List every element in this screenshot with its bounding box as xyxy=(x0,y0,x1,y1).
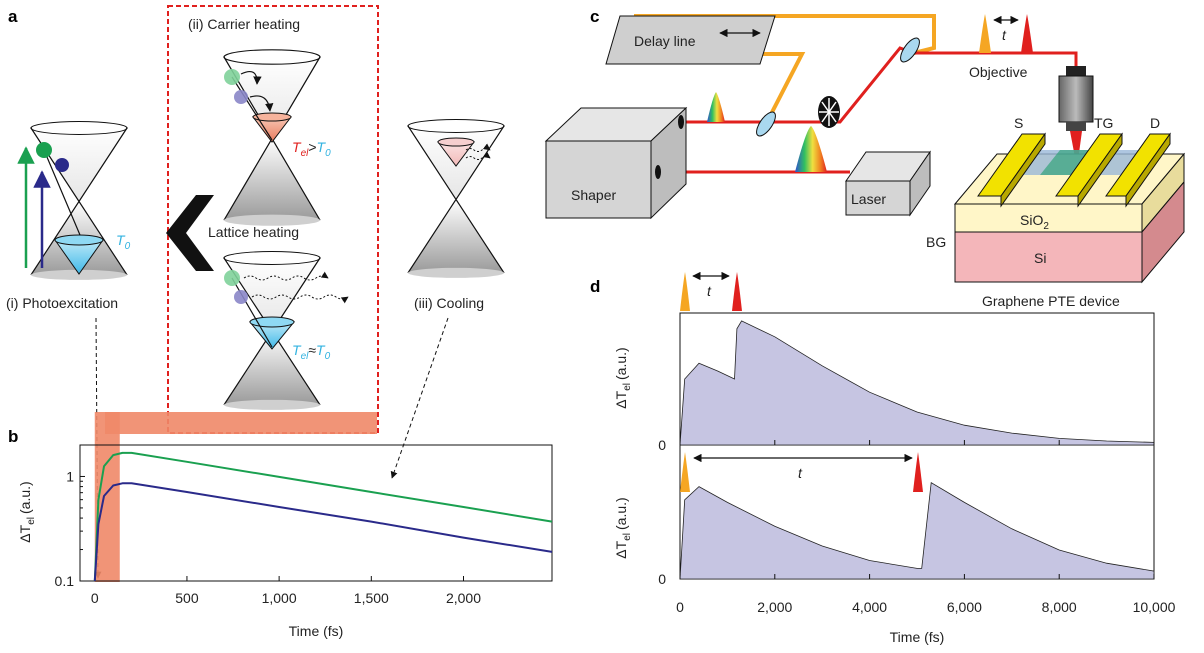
Tel-gt-T0-label: Tel>T0 xyxy=(292,139,331,159)
chevron-left-icon xyxy=(166,195,214,271)
d-top-ytick-zero: 0 xyxy=(658,437,666,453)
b-xtick-label: 1,500 xyxy=(354,590,389,606)
chopper-wheel-icon xyxy=(818,96,840,128)
laser-label: Laser xyxy=(851,191,886,207)
carrier-heating-box xyxy=(167,5,379,434)
panel-c-letter: c xyxy=(590,7,599,26)
shaper-label: Shaper xyxy=(571,187,616,203)
shaped-pulse-icon xyxy=(707,92,725,122)
beam-splitter xyxy=(756,111,776,137)
d-top-area xyxy=(679,320,1155,446)
objective-label: Objective xyxy=(969,64,1028,80)
photoexcitation-label: (i) Photoexcitation xyxy=(6,295,118,311)
panel-d-letter: d xyxy=(590,277,600,296)
drain-label: D xyxy=(1150,115,1160,131)
d-xtick-label: 6,000 xyxy=(947,599,982,615)
graphene-device xyxy=(953,132,1186,284)
blue-carrier-dot xyxy=(55,158,69,172)
d-xtick-label: 8,000 xyxy=(1042,599,1077,615)
panel-d-bottom-ylabel: ΔTel(a.u.) xyxy=(613,497,633,558)
panel-b-plot-frame xyxy=(79,444,553,582)
d-top-orange-pulse-icon xyxy=(680,272,690,311)
delay-t-label: t xyxy=(1002,27,1007,43)
panel-b-letter: b xyxy=(8,427,18,446)
laser-box xyxy=(845,150,931,217)
source-label: S xyxy=(1014,115,1023,131)
panel-a-letter: a xyxy=(8,7,18,26)
panel-b-series xyxy=(93,451,553,582)
panel-d-top-ylabel: ΔTel(a.u.) xyxy=(613,347,633,408)
b-xtick-label: 2,000 xyxy=(446,590,481,606)
red-pulse-icon xyxy=(1021,14,1033,53)
panel-b-ylabel: ΔTel(a.u.) xyxy=(17,481,37,542)
lattice-heating-label: Lattice heating xyxy=(208,224,299,240)
heating-band-horizontal xyxy=(105,412,377,434)
green-carrier-dot xyxy=(36,142,52,158)
combiner-mirror xyxy=(900,37,920,63)
d-top-t-label: t xyxy=(707,283,712,299)
sio2-label: SiO2 xyxy=(1020,212,1049,232)
d-bottom-red-pulse-icon xyxy=(913,452,923,492)
b-xtick-label: 1,000 xyxy=(262,590,297,606)
carrier-heating-label: (ii) Carrier heating xyxy=(188,16,300,32)
b-ytick-label: 1 xyxy=(66,468,74,484)
d-xtick-label: 4,000 xyxy=(852,599,887,615)
d-bottom-area xyxy=(679,481,1155,580)
b-series-green-line xyxy=(93,451,553,582)
delay-line-label: Delay line xyxy=(634,33,696,49)
d-xtick-label: 10,000 xyxy=(1133,599,1176,615)
back-gate-label: BG xyxy=(926,234,946,250)
panel-b-axes: 0 500 1,000 1,500 2,000 0.1 1 xyxy=(55,444,481,606)
T0-label: T0 xyxy=(116,232,131,252)
panel-d-areas xyxy=(679,320,1155,580)
b-xtick-label: 500 xyxy=(175,590,199,606)
d-top-red-pulse-icon xyxy=(732,272,742,311)
orange-pulse-icon xyxy=(979,14,991,53)
cooling-pointer-arrow xyxy=(390,317,449,479)
d-bottom-orange-pulse-icon xyxy=(680,452,690,492)
Tel-approx-T0-label: Tel≈T0 xyxy=(292,342,331,362)
panel-b-xlabel: Time (fs) xyxy=(289,623,344,639)
d-xtick-label: 0 xyxy=(676,599,684,615)
d-xtick-label: 2,000 xyxy=(757,599,792,615)
cooling-label: (iii) Cooling xyxy=(414,295,484,311)
d-bottom-t-label: t xyxy=(798,465,803,481)
b-ytick-label: 0.1 xyxy=(55,573,75,589)
shaper-box xyxy=(544,106,688,220)
si-label: Si xyxy=(1034,250,1046,266)
b-xtick-label: 0 xyxy=(91,590,99,606)
delay-line-stage xyxy=(605,15,776,65)
top-gate-label: TG xyxy=(1094,115,1113,131)
photoexcitation-pointer-arrow xyxy=(94,317,102,579)
panel-d-xlabel: Time (fs) xyxy=(890,629,945,645)
broadband-pulse-icon xyxy=(795,126,827,172)
d-bottom-ytick-zero: 0 xyxy=(658,571,666,587)
b-series-blue-line xyxy=(93,482,553,582)
objective-lens xyxy=(1058,66,1094,168)
device-label: Graphene PTE device xyxy=(982,293,1120,309)
